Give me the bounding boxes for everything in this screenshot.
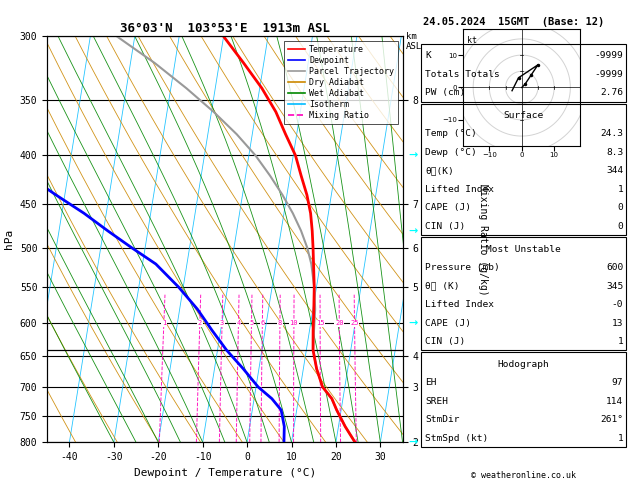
Text: θᴇ (K): θᴇ (K) — [425, 281, 460, 291]
Text: 25: 25 — [350, 320, 359, 326]
Text: StmSpd (kt): StmSpd (kt) — [425, 434, 489, 443]
Text: CAPE (J): CAPE (J) — [425, 318, 471, 328]
Text: -9999: -9999 — [594, 69, 623, 79]
Text: 8: 8 — [278, 320, 282, 326]
Text: 8.3: 8.3 — [606, 148, 623, 157]
Text: 97: 97 — [612, 378, 623, 387]
Text: 114: 114 — [606, 397, 623, 406]
Text: →: → — [409, 151, 418, 160]
X-axis label: Dewpoint / Temperature (°C): Dewpoint / Temperature (°C) — [134, 468, 316, 478]
Text: K: K — [425, 51, 431, 60]
Text: Pressure (mb): Pressure (mb) — [425, 263, 500, 272]
Text: CIN (J): CIN (J) — [425, 222, 465, 231]
Title: 36°03'N  103°53'E  1913m ASL: 36°03'N 103°53'E 1913m ASL — [120, 22, 330, 35]
Text: Dewp (°C): Dewp (°C) — [425, 148, 477, 157]
Text: kt: kt — [467, 35, 477, 45]
Text: 1: 1 — [618, 434, 623, 443]
Text: Lifted Index: Lifted Index — [425, 185, 494, 194]
Text: Most Unstable: Most Unstable — [486, 244, 561, 254]
Text: 2: 2 — [198, 320, 202, 326]
Text: km
ASL: km ASL — [406, 32, 422, 51]
Text: StmDir: StmDir — [425, 415, 460, 424]
Text: 2.76: 2.76 — [600, 88, 623, 97]
Text: 4: 4 — [237, 320, 240, 326]
Text: 600: 600 — [606, 263, 623, 272]
Text: 13: 13 — [612, 318, 623, 328]
Text: 5: 5 — [249, 320, 253, 326]
Text: 0: 0 — [618, 203, 623, 212]
Text: 1: 1 — [618, 185, 623, 194]
Text: →: → — [409, 318, 418, 328]
Text: 10: 10 — [289, 320, 298, 326]
Y-axis label: hPa: hPa — [4, 229, 14, 249]
Text: EH: EH — [425, 378, 437, 387]
Y-axis label: Mixing Ratio (g/kg): Mixing Ratio (g/kg) — [477, 184, 487, 295]
Legend: Temperature, Dewpoint, Parcel Trajectory, Dry Adiabat, Wet Adiabat, Isotherm, Mi: Temperature, Dewpoint, Parcel Trajectory… — [284, 41, 398, 124]
Text: © weatheronline.co.uk: © weatheronline.co.uk — [471, 471, 576, 480]
Text: 345: 345 — [606, 281, 623, 291]
Text: Temp (°C): Temp (°C) — [425, 129, 477, 139]
Text: 6: 6 — [260, 320, 264, 326]
Text: -0: -0 — [612, 300, 623, 309]
Text: Surface: Surface — [504, 111, 543, 120]
Text: CAPE (J): CAPE (J) — [425, 203, 471, 212]
Text: Lifted Index: Lifted Index — [425, 300, 494, 309]
Text: 24.05.2024  15GMT  (Base: 12): 24.05.2024 15GMT (Base: 12) — [423, 17, 604, 27]
Text: 261°: 261° — [600, 415, 623, 424]
Text: Totals Totals: Totals Totals — [425, 69, 500, 79]
Text: 344: 344 — [606, 166, 623, 175]
Text: SREH: SREH — [425, 397, 448, 406]
Text: 15: 15 — [316, 320, 325, 326]
Text: -9999: -9999 — [594, 51, 623, 60]
Text: CIN (J): CIN (J) — [425, 337, 465, 346]
Text: 20: 20 — [335, 320, 343, 326]
Text: Hodograph: Hodograph — [498, 360, 550, 369]
Text: 1: 1 — [162, 320, 166, 326]
Text: 1: 1 — [618, 337, 623, 346]
Text: 24.3: 24.3 — [600, 129, 623, 139]
Text: PW (cm): PW (cm) — [425, 88, 465, 97]
Text: 3: 3 — [220, 320, 224, 326]
Text: →: → — [409, 226, 418, 236]
Text: →: → — [409, 437, 418, 447]
Text: θᴇ(K): θᴇ(K) — [425, 166, 454, 175]
Text: 0: 0 — [618, 222, 623, 231]
